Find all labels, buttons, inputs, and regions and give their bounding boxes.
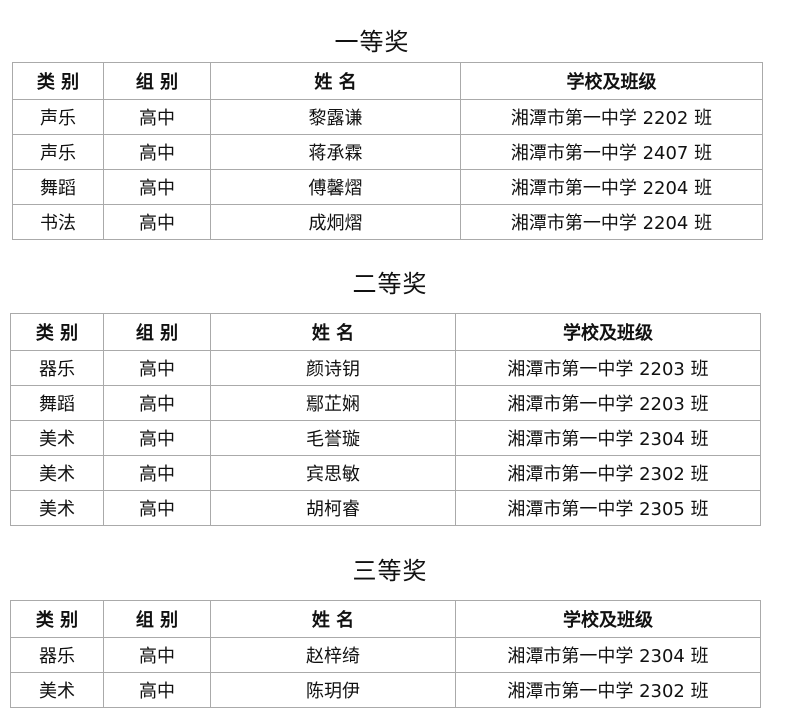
- cell-name: 赵梓绮: [210, 637, 456, 673]
- cell-category: 美术: [10, 490, 104, 526]
- cell-category: 声乐: [12, 134, 104, 170]
- cell-category: 美术: [10, 672, 104, 708]
- column-header-school-class: 学校及班级: [455, 600, 761, 638]
- column-header-name: 姓 名: [210, 600, 456, 638]
- table-row: 美术 高中 宾思敏 湘潭市第一中学 2302 班: [10, 455, 761, 491]
- cell-school-class: 湘潭市第一中学 2204 班: [460, 204, 763, 240]
- cell-name: 蒋承霖: [210, 134, 461, 170]
- table-row: 书法 高中 成炯熠 湘潭市第一中学 2204 班: [12, 204, 763, 240]
- column-header-category: 类 别: [10, 600, 104, 638]
- table-header-row: 类 别组 别姓 名学校及班级: [10, 313, 761, 351]
- cell-school-class: 湘潭市第一中学 2204 班: [460, 169, 763, 205]
- cell-group: 高中: [103, 99, 211, 135]
- cell-school-class: 湘潭市第一中学 2302 班: [455, 672, 761, 708]
- cell-group: 高中: [103, 420, 211, 456]
- cell-school-class: 湘潭市第一中学 2302 班: [455, 455, 761, 491]
- cell-school-class: 湘潭市第一中学 2304 班: [455, 420, 761, 456]
- cell-name: 成炯熠: [210, 204, 461, 240]
- cell-category: 声乐: [12, 99, 104, 135]
- cell-name: 陈玥伊: [210, 672, 456, 708]
- column-header-group: 组 别: [103, 600, 211, 638]
- column-header-group: 组 别: [103, 313, 211, 351]
- cell-school-class: 湘潭市第一中学 2305 班: [455, 490, 761, 526]
- cell-category: 器乐: [10, 350, 104, 386]
- cell-category: 舞蹈: [10, 385, 104, 421]
- cell-category: 书法: [12, 204, 104, 240]
- column-header-school-class: 学校及班级: [460, 62, 763, 100]
- table-row: 美术 高中 毛誉璇 湘潭市第一中学 2304 班: [10, 420, 761, 456]
- table-row: 声乐 高中 黎露谦 湘潭市第一中学 2202 班: [12, 99, 763, 135]
- third-prize-table: 类 别组 别姓 名学校及班级 器乐 高中 赵梓绮 湘潭市第一中学 2304 班美术 高中陈…: [10, 600, 761, 708]
- first-prize-table: 类 别组 别姓 名学校及班级 声乐 高中 黎露谦 湘潭市第一中学 2202 班声乐 高中蒋…: [12, 62, 763, 240]
- cell-name: 傅馨熠: [210, 169, 461, 205]
- second-prize-table: 类 别组 别姓 名学校及班级 器乐 高中 颜诗钥 湘潭市第一中学 2203 班舞蹈 高中鄢…: [10, 313, 761, 526]
- cell-school-class: 湘潭市第一中学 2203 班: [455, 385, 761, 421]
- column-header-name: 姓 名: [210, 313, 456, 351]
- cell-name: 胡柯睿: [210, 490, 456, 526]
- table-header-row: 类 别组 别姓 名学校及班级: [12, 62, 763, 100]
- cell-school-class: 湘潭市第一中学 2203 班: [455, 350, 761, 386]
- table-row: 器乐 高中 颜诗钥 湘潭市第一中学 2203 班: [10, 350, 761, 386]
- cell-name: 毛誉璇: [210, 420, 456, 456]
- cell-group: 高中: [103, 455, 211, 491]
- cell-category: 舞蹈: [12, 169, 104, 205]
- cell-group: 高中: [103, 637, 211, 673]
- table-row: 美术 高中 陈玥伊 湘潭市第一中学 2302 班: [10, 672, 761, 708]
- column-header-category: 类 别: [10, 313, 104, 351]
- cell-group: 高中: [103, 385, 211, 421]
- cell-group: 高中: [103, 134, 211, 170]
- table-row: 舞蹈 高中 傅馨熠 湘潭市第一中学 2204 班: [12, 169, 763, 205]
- section-title-third-prize: 三等奖: [352, 557, 428, 585]
- cell-name: 鄢芷娴: [210, 385, 456, 421]
- cell-school-class: 湘潭市第一中学 2407 班: [460, 134, 763, 170]
- cell-group: 高中: [103, 672, 211, 708]
- cell-group: 高中: [103, 350, 211, 386]
- section-title-first-prize: 一等奖: [334, 28, 410, 56]
- cell-category: 美术: [10, 455, 104, 491]
- cell-school-class: 湘潭市第一中学 2304 班: [455, 637, 761, 673]
- cell-school-class: 湘潭市第一中学 2202 班: [460, 99, 763, 135]
- cell-category: 器乐: [10, 637, 104, 673]
- column-header-school-class: 学校及班级: [455, 313, 761, 351]
- section-title-second-prize: 二等奖: [352, 270, 428, 298]
- cell-name: 黎露谦: [210, 99, 461, 135]
- column-header-category: 类 别: [12, 62, 104, 100]
- table-row: 舞蹈 高中 鄢芷娴 湘潭市第一中学 2203 班: [10, 385, 761, 421]
- cell-group: 高中: [103, 204, 211, 240]
- table-row: 器乐 高中 赵梓绮 湘潭市第一中学 2304 班: [10, 637, 761, 673]
- table-header-row: 类 别组 别姓 名学校及班级: [10, 600, 761, 638]
- cell-name: 宾思敏: [210, 455, 456, 491]
- cell-category: 美术: [10, 420, 104, 456]
- cell-group: 高中: [103, 169, 211, 205]
- column-header-group: 组 别: [103, 62, 211, 100]
- table-row: 美术 高中 胡柯睿 湘潭市第一中学 2305 班: [10, 490, 761, 526]
- cell-name: 颜诗钥: [210, 350, 456, 386]
- cell-group: 高中: [103, 490, 211, 526]
- table-row: 声乐 高中 蒋承霖 湘潭市第一中学 2407 班: [12, 134, 763, 170]
- column-header-name: 姓 名: [210, 62, 461, 100]
